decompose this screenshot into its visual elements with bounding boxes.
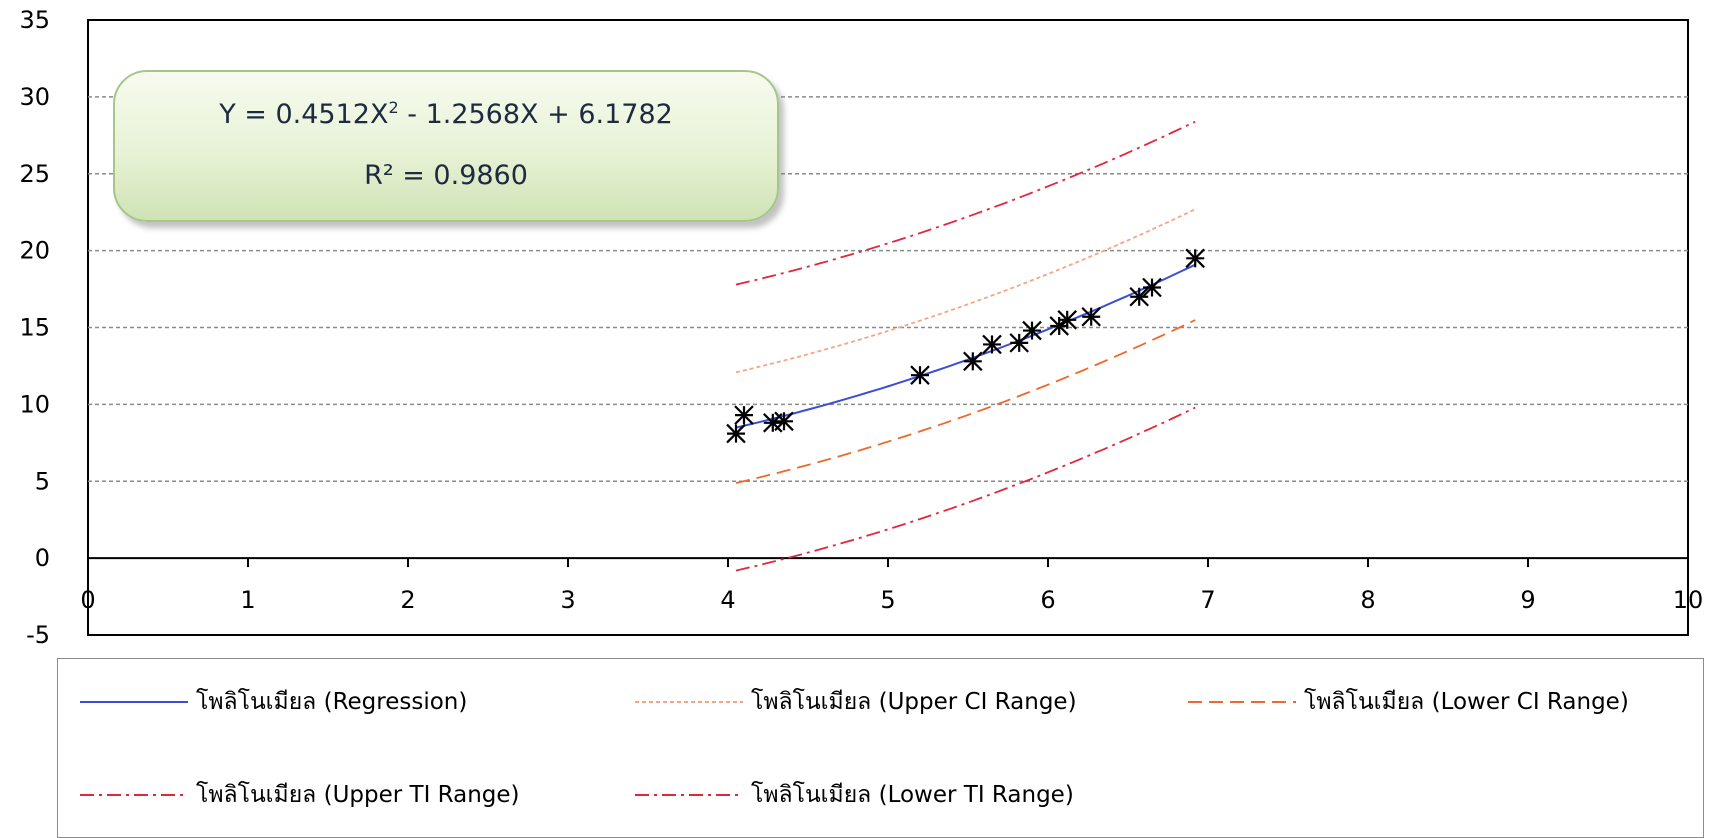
legend-swatch-upper-ci <box>635 701 743 703</box>
data-point <box>1057 310 1077 330</box>
legend-swatch-lower-ci <box>1188 701 1296 703</box>
data-point <box>1185 248 1205 269</box>
legend-label-upper-ti: โพลิโนเมียล (Upper TI Range) <box>196 782 520 808</box>
legend: โพลิโนเมียล (Regression) โพลิโนเมียล (Up… <box>57 658 1704 838</box>
data-point <box>726 423 746 444</box>
data-points <box>726 248 1205 444</box>
legend-label-regression: โพลิโนเมียล (Regression) <box>196 689 468 715</box>
legend-label-lower-ci: โพลิโนเมียล (Lower CI Range) <box>1304 689 1629 715</box>
x-tick-label: 10 <box>1673 586 1704 614</box>
data-point <box>910 365 930 385</box>
data-point <box>734 405 754 425</box>
legend-item-upper-ti: โพลิโนเมียล (Upper TI Range) <box>80 780 520 810</box>
legend-swatch-lower-ti <box>635 794 743 796</box>
x-tick-label: 5 <box>880 586 895 614</box>
y-tick-label: 30 <box>19 83 50 111</box>
equation-rest: - 1.2568X + 6.1782 <box>398 99 673 130</box>
x-tick-label: 8 <box>1360 586 1375 614</box>
legend-item-lower-ci: โพลิโนเมียล (Lower CI Range) <box>1188 687 1629 717</box>
series-curve-1 <box>735 208 1196 374</box>
legend-swatch-upper-ti <box>80 794 188 796</box>
x-tick-label: 2 <box>400 586 415 614</box>
data-point <box>1022 320 1042 341</box>
data-point <box>1081 306 1101 327</box>
x-tick-label: 4 <box>720 586 735 614</box>
r-squared-text: R² = 0.9860 <box>364 160 528 191</box>
series-curve-2 <box>735 319 1196 484</box>
data-point <box>1129 286 1149 307</box>
y-tick-label: 25 <box>19 160 50 188</box>
y-tick-label: 0 <box>35 544 50 572</box>
x-tick-label: 1 <box>240 586 255 614</box>
x-tick-label: 7 <box>1200 586 1215 614</box>
legend-label-upper-ci: โพลิโนเมียล (Upper CI Range) <box>751 689 1077 715</box>
x-tick-label: 6 <box>1040 586 1055 614</box>
data-point <box>1142 277 1162 298</box>
legend-item-upper-ci: โพลิโนเมียล (Upper CI Range) <box>635 687 1077 717</box>
x-tick-label: 9 <box>1520 586 1535 614</box>
y-tick-label: -5 <box>26 621 50 649</box>
legend-item-lower-ti: โพลิโนเมียล (Lower TI Range) <box>635 780 1074 810</box>
legend-label-lower-ti: โพลิโนเมียล (Lower TI Range) <box>751 782 1074 808</box>
equation-exponent: 2 <box>388 98 399 117</box>
equation-annotation: Y = 0.4512X2 - 1.2568X + 6.1782 R² = 0.9… <box>113 70 779 222</box>
x-tick-label: 0 <box>80 586 95 614</box>
legend-item-regression: โพลิโนเมียล (Regression) <box>80 687 467 717</box>
data-point <box>982 334 1002 355</box>
equation-main: Y = 0.4512X <box>219 99 389 130</box>
y-tick-label: 35 <box>19 6 50 34</box>
equation-text: Y = 0.4512X2 - 1.2568X + 6.1782 <box>115 98 777 130</box>
x-tick-label: 3 <box>560 586 575 614</box>
legend-swatch-regression <box>80 701 188 703</box>
data-point <box>963 351 983 372</box>
data-point <box>1009 333 1029 353</box>
y-tick-label: 5 <box>35 467 50 495</box>
data-point <box>774 411 794 432</box>
axes: 35 30 25 20 15 10 5 0 -5 0 1 2 3 4 5 6 7 8 9 10 <box>19 6 1703 649</box>
y-tick-label: 10 <box>19 390 50 418</box>
y-tick-label: 20 <box>19 237 50 265</box>
y-tick-label: 15 <box>19 314 50 342</box>
